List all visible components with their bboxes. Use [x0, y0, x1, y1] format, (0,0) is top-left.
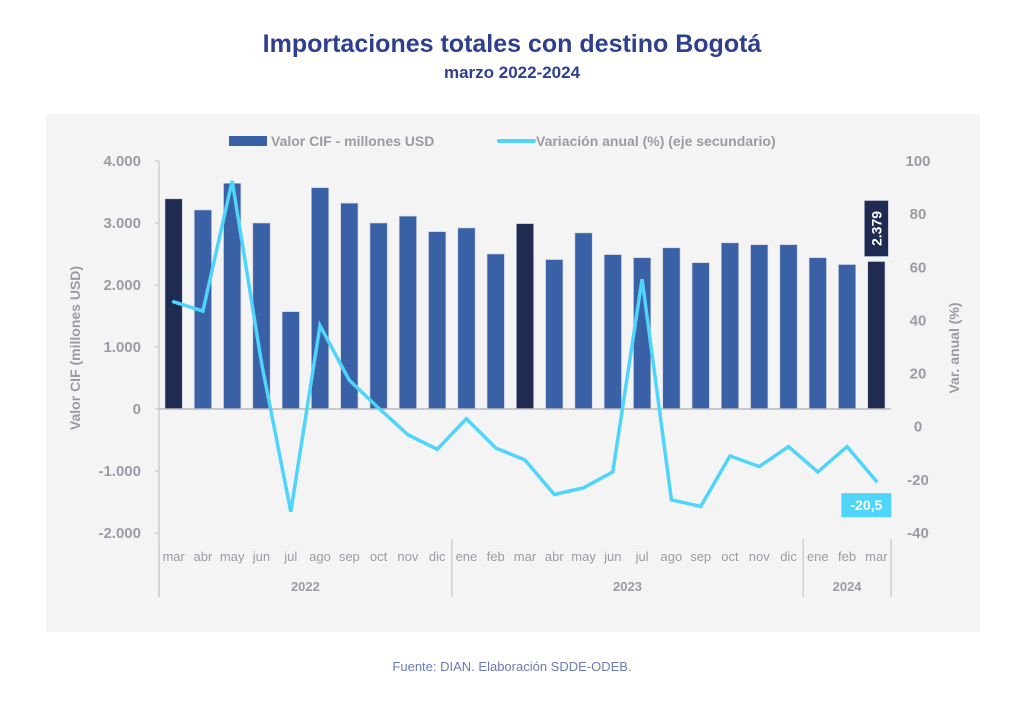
x-tick-label: dic: [429, 549, 446, 564]
y-axis-title-left: Valor CIF (millones USD): [67, 266, 83, 430]
chart-subtitle: marzo 2022-2024: [443, 63, 581, 82]
y-tick-label-right: 0: [914, 419, 922, 436]
x-group-label: 2023: [613, 579, 642, 594]
y-tick-label-left: 1.000: [103, 339, 141, 356]
y-tick-label-right: 80: [910, 206, 927, 223]
y-tick-label-left: 3.000: [103, 215, 141, 232]
y-tick-label-left: 0: [133, 401, 141, 418]
x-tick-label: mar: [514, 549, 537, 564]
bar: [750, 244, 769, 410]
line-value-label: -20,5: [850, 497, 882, 513]
x-tick-label: feb: [487, 549, 505, 564]
x-tick-label: dic: [780, 549, 797, 564]
x-tick-label: jun: [252, 549, 270, 564]
data-labels: 2.379 -20,5: [841, 200, 892, 518]
bar: [486, 253, 505, 410]
y-axis-title-right: Var. anual (%): [946, 302, 962, 393]
legend-swatch-bar: [229, 136, 267, 146]
x-group-label: 2022: [291, 579, 320, 594]
x-tick-label: jul: [283, 549, 297, 564]
y-tick-label-right: 60: [910, 259, 927, 276]
bar: [721, 242, 739, 410]
bar: [603, 254, 622, 410]
x-group-label: 2024: [833, 579, 863, 594]
bar: [691, 262, 710, 410]
line-value-label-box: [841, 493, 892, 518]
x-tick-label: sep: [339, 549, 360, 564]
bar: [574, 232, 593, 410]
y-tick-label-left: 4.000: [103, 153, 141, 170]
y-axis-right: 100 80 60 40 20 0 -20 -40: [905, 153, 930, 542]
x-tick-label: feb: [838, 549, 856, 564]
x-tick-label: nov: [397, 549, 418, 564]
x-tick-label: ene: [456, 549, 478, 564]
bar: [428, 231, 447, 410]
y-tick-label-right: 40: [910, 312, 927, 329]
legend-label-line: Variación anual (%) (eje secundario): [536, 133, 776, 149]
y-tick-label-right: -40: [907, 525, 929, 542]
x-tick-label: nov: [749, 549, 770, 564]
chart-svg: Valor CIF - millones USD Variación anual…: [67, 133, 962, 597]
legend: Valor CIF - millones USD Variación anual…: [229, 133, 776, 149]
y-axis-left: 4.000 3.000 2.000 1.000 0 -1.000 -2.000: [98, 153, 159, 542]
x-tick-label: abr: [545, 549, 564, 564]
bar: [779, 244, 798, 410]
x-tick-label: ago: [661, 549, 683, 564]
y-tick-label-left: 2.000: [103, 277, 141, 294]
x-tick-label: may: [220, 549, 245, 564]
y-tick-label-right: 20: [910, 366, 927, 383]
y-tick-label-left: -1.000: [98, 463, 141, 480]
x-axis: mar abr may jun jul ago sep oct nov dic ene feb mar a…: [158, 539, 892, 597]
bar-series: [164, 183, 886, 410]
x-tick-label: oct: [370, 549, 388, 564]
y-tick-label-right: 100: [905, 153, 930, 170]
bar: [369, 222, 388, 410]
x-tick-label: mar: [162, 549, 185, 564]
x-tick-label: jun: [603, 549, 621, 564]
axes-lines: [158, 161, 891, 597]
x-tick-label: mar: [865, 549, 888, 564]
bar: [808, 257, 827, 410]
bar: [545, 259, 564, 410]
x-tick-label: jul: [635, 549, 649, 564]
bar: [516, 223, 534, 410]
legend-label-bar: Valor CIF - millones USD: [271, 133, 434, 149]
x-tick-label: ene: [807, 549, 829, 564]
chart-panel: Valor CIF - millones USD Variación anual…: [46, 114, 980, 632]
bar: [398, 215, 417, 410]
x-tick-label: may: [571, 549, 596, 564]
x-tick-label: oct: [721, 549, 739, 564]
bar: [662, 247, 681, 410]
y-tick-label-right: -20: [907, 472, 929, 489]
x-tick-label: sep: [690, 549, 711, 564]
x-tick-label: ago: [309, 549, 331, 564]
bar: [457, 227, 476, 410]
bar: [838, 264, 857, 410]
x-tick-label: abr: [194, 549, 213, 564]
bar: [281, 311, 300, 410]
bar-value-label-box: [864, 200, 889, 257]
source-note: Fuente: DIAN. Elaboración SDDE-ODEB.: [392, 659, 632, 674]
bar: [311, 187, 329, 410]
chart-title: Importaciones totales con destino Bogotá: [262, 30, 762, 58]
bar: [867, 261, 886, 410]
bar-value-label: 2.379: [868, 211, 884, 246]
y-tick-label-left: -2.000: [98, 525, 141, 542]
line-series: [171, 180, 879, 513]
